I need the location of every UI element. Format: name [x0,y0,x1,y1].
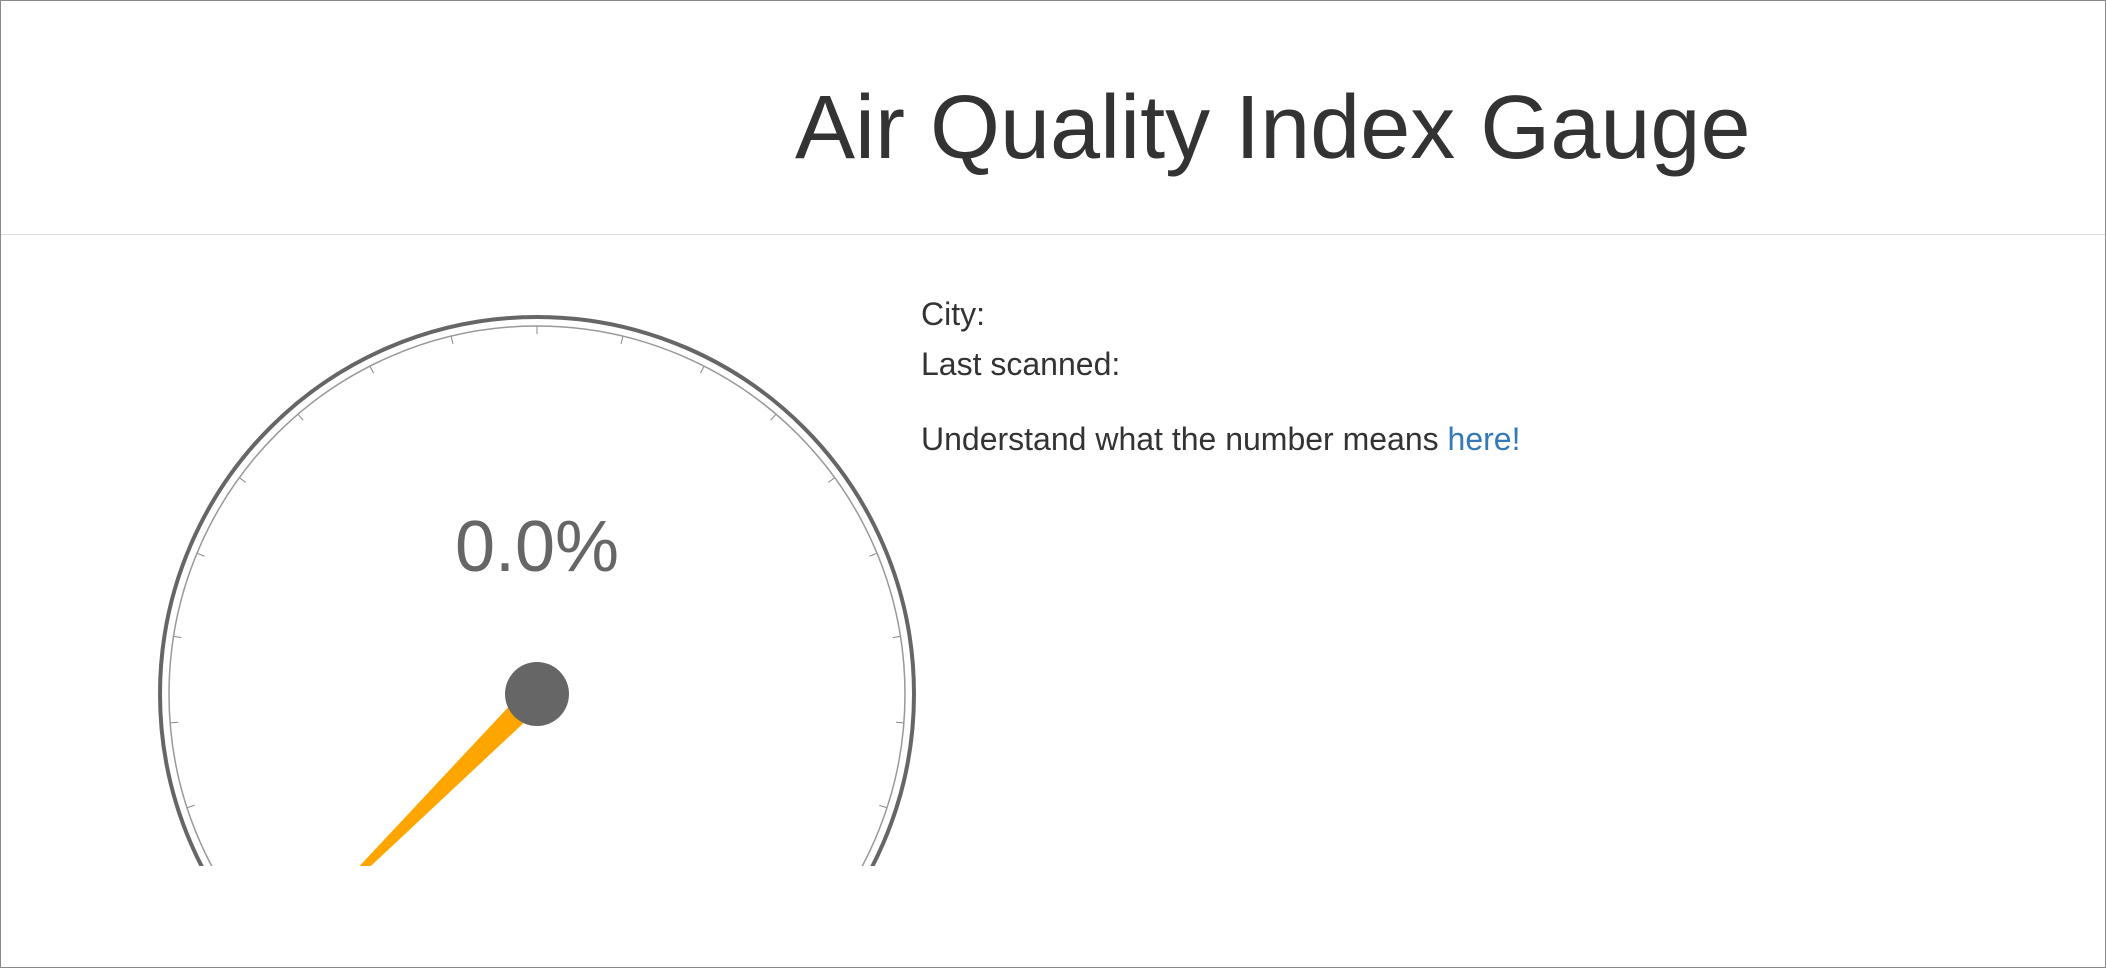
help-text: Understand what the number means [921,421,1439,457]
gauge-tick [699,365,705,374]
help-link[interactable]: here! [1447,421,1521,457]
gauge-tick [173,635,182,639]
last-scanned-label: Last scanned: [921,346,1121,382]
last-scanned-row: Last scanned: [921,339,1520,389]
gauge-tick [895,721,904,724]
info-panel: City: Last scanned: Understand what the … [921,289,1520,464]
gauge-tick [369,365,375,374]
gauge-tick [879,804,888,809]
gauge-inner-arc [168,325,906,866]
gauge-tick [170,721,179,724]
gauge-tick [450,336,454,345]
gauge-tick [869,552,878,557]
gauge-needle-icon [359,685,546,866]
page-header: Air Quality Index Gauge [1,1,2105,235]
gauge-tick [238,477,247,483]
gauge-tick [620,336,624,345]
gauge-hub-icon [505,662,569,726]
gauge-outer-arc [158,315,916,866]
gauge-tick [196,552,205,557]
gauge-tick [770,413,777,421]
gauge-tick [892,635,901,639]
gauge-value-text: 0.0% [455,507,619,587]
help-line: Understand what the number means here! [921,414,1520,464]
page-title: Air Quality Index Gauge [795,78,1751,178]
aqi-gauge: 0.0% [158,315,916,866]
gauge-tick [827,477,836,483]
gauge-tick [186,804,195,809]
city-row: City: [921,289,1520,339]
city-label: City: [921,296,985,332]
gauge-tick [297,413,304,421]
gauge-ticks [170,326,904,809]
